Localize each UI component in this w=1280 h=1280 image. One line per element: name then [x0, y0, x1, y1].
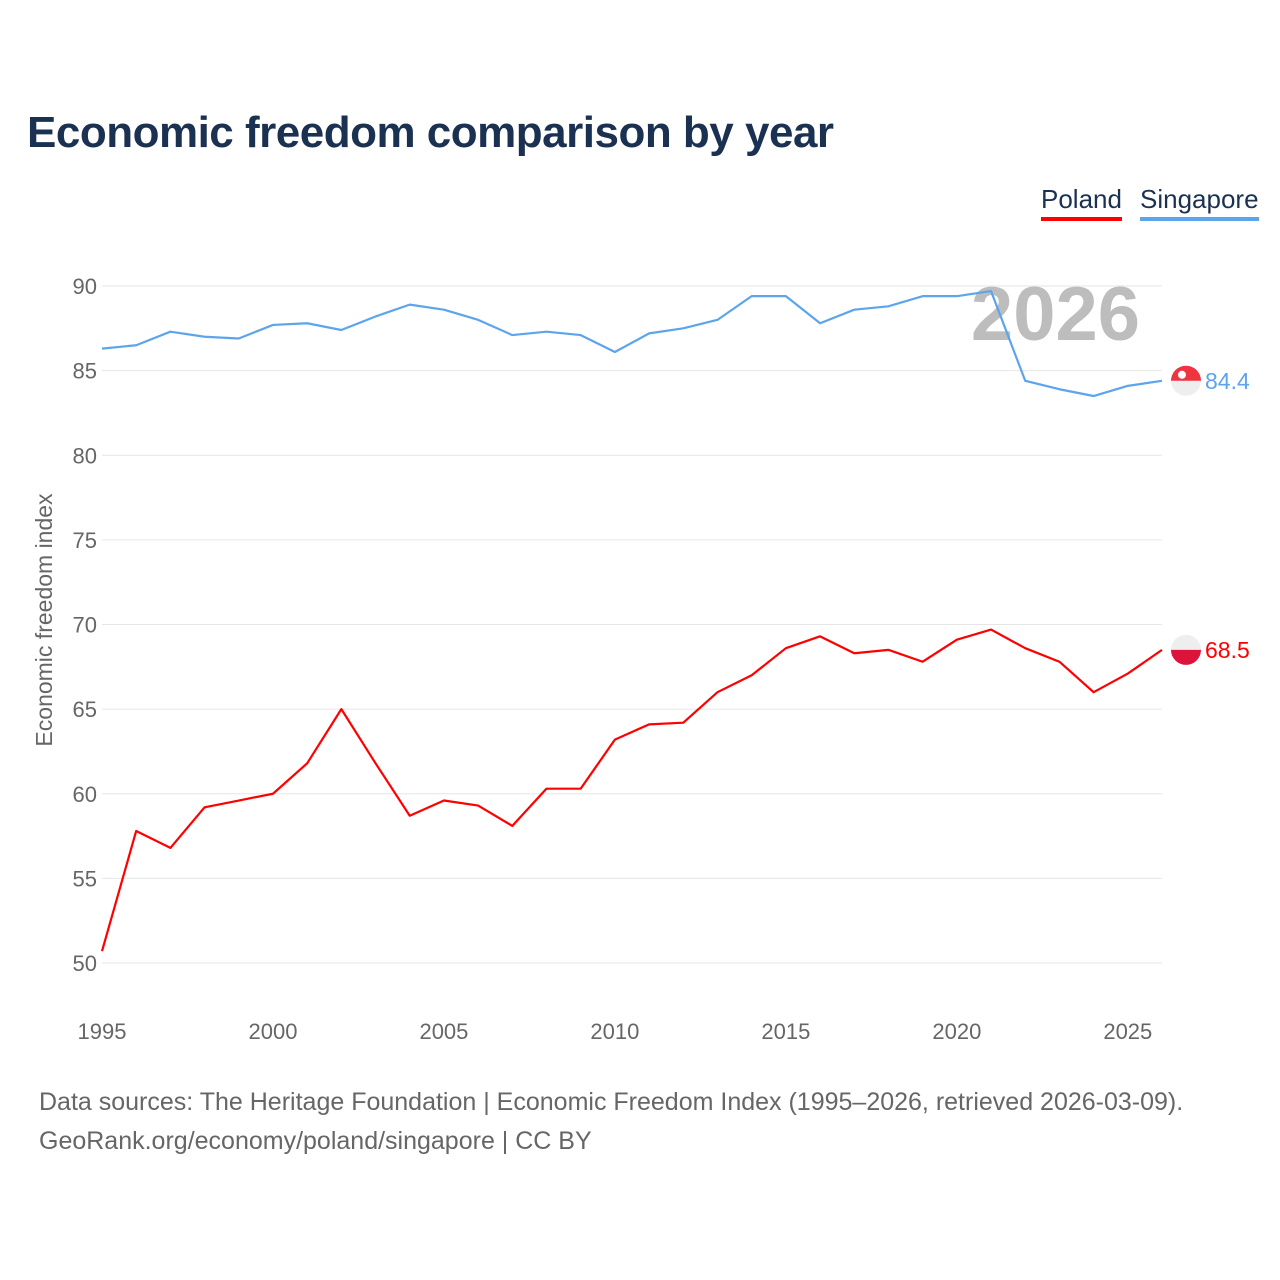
- x-tick-label: 1995: [78, 1019, 127, 1044]
- legend-singapore[interactable]: Singapore: [1140, 184, 1259, 221]
- series-line-singapore: [101, 289, 1163, 398]
- y-axis-label: Economic freedom index: [31, 493, 57, 747]
- flag-singapore-icon: [1171, 365, 1201, 396]
- footer-credit: GeoRank.org/economy/poland/singapore | C…: [39, 1127, 592, 1155]
- x-tick-label: 2010: [590, 1019, 639, 1044]
- flag-poland-icon: [1171, 634, 1201, 665]
- end-value-label-poland: 68.5: [1205, 637, 1250, 663]
- y-tick-label: 75: [73, 528, 97, 553]
- x-tick-label: 2000: [248, 1019, 297, 1044]
- y-tick-label: 85: [73, 359, 97, 384]
- footer-sources: Data sources: The Heritage Foundation | …: [39, 1088, 1184, 1116]
- x-tick-label: 2025: [1103, 1019, 1152, 1044]
- y-tick-label: 80: [73, 443, 97, 468]
- y-tick-label: 60: [73, 782, 97, 807]
- series-line-poland: [100, 628, 1163, 952]
- legend-poland[interactable]: Poland: [1041, 184, 1122, 221]
- chart-title: Economic freedom comparison by year: [27, 108, 834, 157]
- end-value-label-singapore: 84.4: [1205, 368, 1250, 394]
- y-tick-label: 55: [73, 866, 97, 891]
- x-tick-label: 2005: [419, 1019, 468, 1044]
- flag-crescent: [1178, 370, 1186, 379]
- y-tick-label: 65: [73, 697, 97, 722]
- y-tick-label: 70: [73, 613, 97, 638]
- flag-red-half: [1171, 649, 1201, 665]
- x-tick-label: 2015: [761, 1019, 810, 1044]
- year-watermark: 2026: [971, 272, 1140, 357]
- x-tick-label: 2020: [932, 1019, 981, 1044]
- y-tick-label: 50: [73, 951, 97, 976]
- y-tick-label: 90: [73, 274, 97, 299]
- flag-red-half: [1171, 365, 1201, 381]
